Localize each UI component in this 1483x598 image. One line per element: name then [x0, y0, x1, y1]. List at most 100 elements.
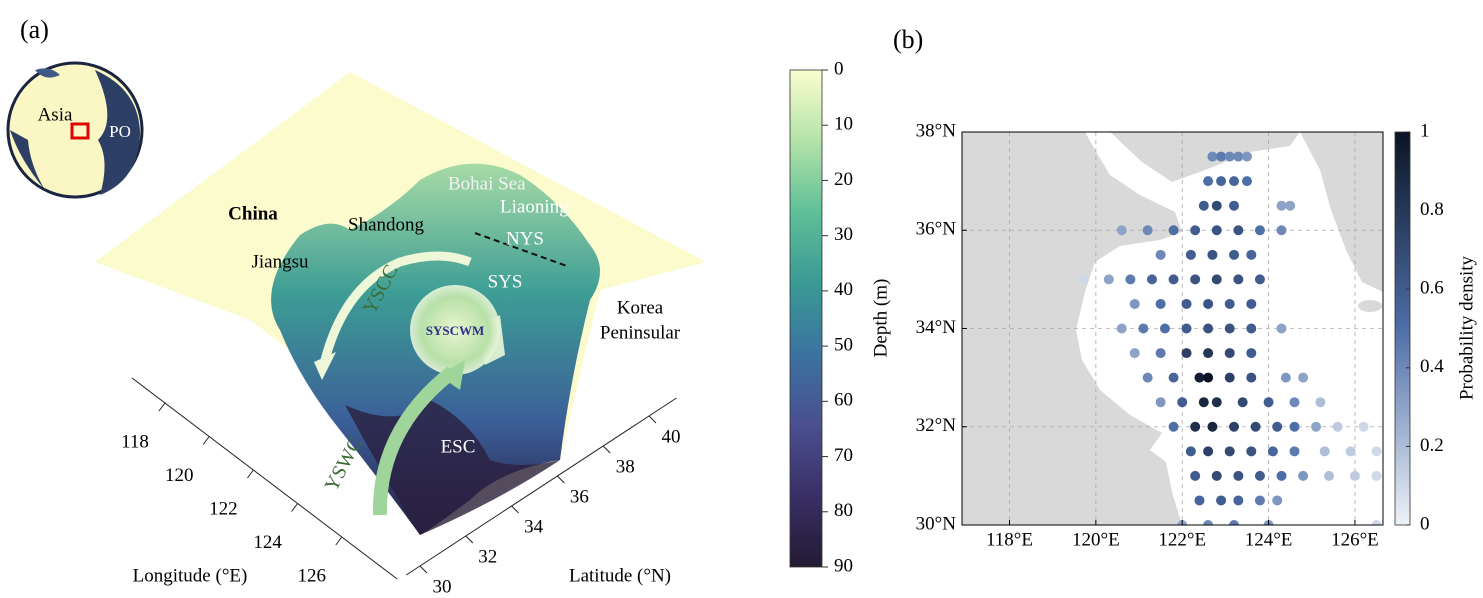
y-tick — [465, 535, 474, 544]
scatter-point — [1229, 520, 1240, 525]
place-label: Liaoning — [500, 196, 569, 217]
axes: 118°E 120°E 122°E 124°E 126°E 30°N 32°N 34°N 36°… — [916, 120, 1379, 550]
boundary-line — [474, 232, 568, 267]
y-tick-label: 30 — [433, 576, 452, 597]
scatter-point — [1155, 298, 1166, 309]
scatter-point — [1181, 323, 1192, 334]
scatter-point — [1267, 446, 1278, 457]
scatter-point — [1211, 274, 1222, 285]
colorbar — [1394, 131, 1411, 526]
current-arrow — [320, 251, 472, 362]
scatter-point — [1233, 225, 1244, 236]
scatter-point — [1103, 274, 1114, 285]
scatter-point — [1276, 470, 1287, 481]
place-label: Bohai Sea — [448, 173, 526, 194]
colorbar-tick-label: 0.6 — [1420, 278, 1444, 299]
scatter-point — [1233, 151, 1244, 162]
x-tick-label: 120 — [165, 465, 194, 486]
scatter-point — [1358, 421, 1369, 432]
scatter-point — [1254, 225, 1265, 236]
scatter-point — [1272, 421, 1283, 432]
scatter-point — [1285, 200, 1296, 211]
scatter-point — [1211, 397, 1222, 408]
scatter-point — [1224, 372, 1235, 383]
axes-3d: 118 120 122 124 126 30 32 34 36 38 40 — [121, 377, 681, 597]
colorbar-tick-label: 20 — [834, 169, 853, 190]
place-label: Shandong — [348, 214, 425, 235]
scatter-point — [1159, 323, 1170, 334]
scatter-points — [1077, 151, 1382, 525]
scatter-point — [1129, 348, 1140, 359]
scatter-point — [1345, 446, 1356, 457]
scatter-point — [1349, 470, 1360, 481]
colorbar-tick-label: 0.8 — [1420, 199, 1444, 220]
y-tick-label: 32°N — [916, 415, 957, 436]
y-tick — [419, 565, 428, 574]
scatter-point — [1194, 372, 1205, 383]
x-tick — [335, 536, 343, 546]
current-arrow — [372, 366, 457, 516]
scatter-point — [1216, 495, 1227, 506]
y-tick-label: 38 — [616, 456, 635, 477]
colorbar-tick-label: 0 — [1420, 513, 1430, 534]
y-tick-label: 34 — [524, 516, 544, 537]
scatter-point — [1246, 298, 1257, 309]
scatter-point — [1181, 348, 1192, 359]
y-tick-label: 40 — [662, 426, 681, 447]
scatter-point — [1371, 520, 1382, 525]
scatter-point — [1203, 323, 1214, 334]
place-label: SYS — [488, 271, 523, 292]
scatter-point — [1263, 397, 1274, 408]
scatter-point — [1224, 323, 1235, 334]
scatter-point — [1198, 200, 1209, 211]
scatter-point — [1168, 225, 1179, 236]
current-label: YSWC — [320, 434, 367, 495]
scatter-point — [1332, 421, 1343, 432]
colorbar-tick-label: 1 — [1420, 120, 1430, 141]
scatter-point — [1177, 397, 1188, 408]
land — [962, 132, 1383, 525]
y-tick — [557, 475, 565, 484]
scatter-point — [1246, 323, 1257, 334]
scatter-point — [1224, 446, 1235, 457]
x-tick-label: 122 — [209, 498, 238, 519]
y-tick-label: 38°N — [916, 120, 957, 141]
globe — [6, 61, 144, 199]
globe-label: Asia — [38, 104, 73, 125]
y-tick — [602, 445, 611, 454]
scatter-point — [1207, 421, 1218, 432]
scatter-point — [1216, 176, 1227, 187]
scatter-point — [1168, 274, 1179, 285]
place-label: Korea — [617, 297, 664, 318]
colorbar-tick-label: 0.4 — [1420, 356, 1444, 377]
scatter-point — [1125, 274, 1136, 285]
colorbar-tick-label: 40 — [834, 279, 853, 300]
x-tick-label: 124°E — [1245, 529, 1293, 550]
colorbar-tick-label: 10 — [834, 114, 853, 135]
scatter-point — [1168, 421, 1179, 432]
scatter-point — [1298, 372, 1309, 383]
place-label: ESC — [441, 436, 476, 457]
colorbar-label: Depth (m) — [870, 279, 891, 358]
scatter-point — [1276, 225, 1287, 236]
y-tick — [648, 415, 657, 424]
scatter-point — [1146, 274, 1157, 285]
scatter-point — [1237, 397, 1248, 408]
y-tick-label: 36°N — [916, 219, 957, 240]
colorbar-label: Probability density — [1456, 255, 1477, 400]
scatter-point — [1246, 372, 1257, 383]
scatter-point — [1254, 470, 1265, 481]
scatter-point — [1129, 298, 1140, 309]
scatter-point — [1233, 470, 1244, 481]
scatter-point — [1276, 323, 1287, 334]
scatter-point — [1229, 421, 1240, 432]
colorbar — [789, 69, 823, 568]
scatter-point — [1203, 372, 1214, 383]
scatter-point — [1241, 151, 1252, 162]
water-mass — [410, 285, 500, 375]
y-tick-label: 32 — [478, 546, 497, 567]
x-tick-label: 126°E — [1331, 529, 1379, 550]
scatter-point — [1142, 372, 1153, 383]
scatter-point — [1203, 446, 1214, 457]
